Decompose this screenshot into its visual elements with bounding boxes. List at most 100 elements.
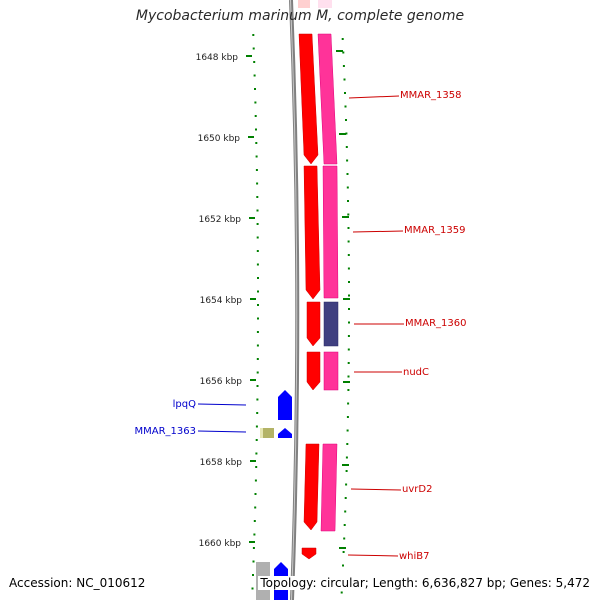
ruler-dot <box>252 574 254 576</box>
ruler-dot <box>256 385 259 387</box>
gene-label-whib7: whiB7 <box>399 551 430 562</box>
ruler-dot <box>255 466 258 468</box>
ruler-dot <box>255 439 258 441</box>
ruler-dot <box>345 456 348 459</box>
cds-mmar-1363-edge <box>260 428 263 438</box>
ruler-dot <box>253 74 256 77</box>
gene-mmar-1360[interactable] <box>306 301 321 347</box>
ruler-dot <box>347 227 350 229</box>
gene-mmar-1358[interactable] <box>298 33 319 165</box>
gene-lpqq[interactable] <box>278 390 292 420</box>
scale-label: 1654 kbp <box>200 296 243 306</box>
ruler-dot <box>347 348 350 351</box>
label-connectors <box>197 95 404 557</box>
ruler-dot <box>256 209 259 212</box>
ruler-dot <box>255 142 258 144</box>
gene-label-mmar-1360: MMAR_1360 <box>405 318 467 329</box>
ruler-dot <box>256 182 259 185</box>
ruler-dot <box>256 223 259 225</box>
cds-mmar-1358[interactable] <box>317 33 338 165</box>
ruler-dot <box>257 290 259 293</box>
ruler-dot <box>255 128 257 131</box>
ruler-dot <box>340 591 343 594</box>
cds-nudc[interactable] <box>323 351 339 391</box>
ruler-dot <box>254 506 257 509</box>
ruler-dot <box>347 254 350 256</box>
ruler-dot <box>256 263 259 266</box>
ruler-dot <box>256 196 259 198</box>
scale-label: 1660 kbp <box>199 539 242 549</box>
ruler-dot <box>347 389 350 391</box>
ruler-dot <box>341 38 344 40</box>
ruler-dot <box>342 65 345 67</box>
ruler-dot <box>344 92 346 94</box>
ruler-dot <box>348 281 350 283</box>
scale-label: 1650 kbp <box>198 134 241 144</box>
ruler-dot <box>343 78 346 81</box>
ruler-dot <box>255 155 258 158</box>
ruler-dot <box>348 308 350 310</box>
ruler-dot <box>346 186 349 189</box>
ruler-dot <box>344 105 347 108</box>
gene-label-lpqq: lpqQ <box>173 399 196 410</box>
ruler-dot <box>344 510 347 513</box>
scale-label: 1648 kbp <box>196 53 239 63</box>
gene-uvrd2[interactable] <box>303 443 320 531</box>
ruler-dot <box>344 497 347 499</box>
feature-top-stub <box>298 0 310 8</box>
scale-label: 1652 kbp <box>199 215 242 225</box>
ruler-dot <box>256 236 259 239</box>
ruler-dot <box>256 358 259 360</box>
cds-mmar-1359[interactable] <box>322 165 339 299</box>
cds-mmar-1363[interactable] <box>260 428 274 438</box>
ruler-dot <box>348 321 350 324</box>
accession-label: Accession: NC_010612 <box>7 576 148 590</box>
ruler-dot <box>257 317 259 320</box>
ruler-dot <box>345 483 348 486</box>
gene-label-mmar-1358: MMAR_1358 <box>400 90 462 101</box>
cds-uvrd2[interactable] <box>320 443 338 532</box>
ruler-dot <box>257 304 259 306</box>
gene-label-mmar-1359: MMAR_1359 <box>404 225 466 236</box>
ruler-dot <box>255 452 258 455</box>
gene-mmar-1359[interactable] <box>303 165 321 300</box>
gene-mmar-1363[interactable] <box>278 428 292 438</box>
ruler-dot <box>346 159 349 162</box>
ruler-dot <box>256 371 259 374</box>
gene-label-mmar-1363: MMAR_1363 <box>135 426 197 437</box>
cds-mmar-1360[interactable] <box>323 301 339 347</box>
ruler-dot <box>345 470 348 472</box>
ruler-dot <box>342 51 345 54</box>
gene-whib7[interactable] <box>301 547 317 560</box>
ruler-dot <box>346 429 349 432</box>
ruler-dot <box>347 213 350 216</box>
ruler-dot <box>346 443 349 445</box>
ruler-dot <box>347 362 350 364</box>
ruler-dot <box>342 564 344 567</box>
ruler-dot <box>345 132 348 135</box>
ruler-dot <box>252 47 255 50</box>
right-ruler-dots <box>340 38 350 594</box>
ruler-dot <box>346 416 349 418</box>
ruler-dot <box>347 267 350 270</box>
ruler-dot <box>343 524 346 526</box>
ruler-dot <box>347 335 350 337</box>
ruler-dot <box>347 375 350 378</box>
ruler-dot <box>254 479 257 482</box>
map-title: Mycobacterium marinum M, complete genome <box>135 8 465 24</box>
ruler-dot <box>254 493 257 495</box>
ruler-dot <box>253 533 256 536</box>
feature-top-stub <box>318 0 332 8</box>
ruler-dot <box>346 173 349 175</box>
ruler-dot <box>345 146 348 148</box>
ruler-dot <box>348 294 350 297</box>
ruler-dot <box>251 587 254 590</box>
gene-nudc[interactable] <box>306 351 321 391</box>
ruler-dot <box>255 425 258 428</box>
gene-label-uvrd2: uvrD2 <box>402 484 432 495</box>
ruler-dot <box>252 34 255 36</box>
ruler-dot <box>257 277 259 279</box>
ruler-dot <box>256 331 259 333</box>
topology-label: Topology: circular; Length: 6,636,827 bp… <box>258 576 592 590</box>
